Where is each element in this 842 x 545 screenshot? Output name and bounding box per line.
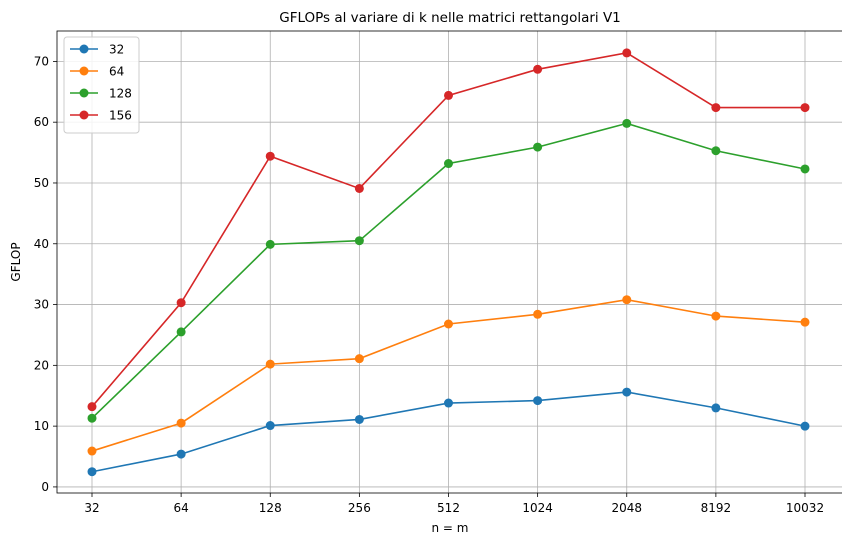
y-tick-label: 40	[34, 237, 49, 251]
data-point	[176, 298, 186, 308]
data-point	[354, 354, 364, 364]
data-point	[87, 413, 97, 423]
data-point	[800, 421, 810, 431]
data-point	[622, 118, 632, 128]
data-point	[176, 327, 186, 337]
data-point	[622, 387, 632, 397]
data-point	[800, 164, 810, 174]
x-tick-label: 512	[437, 501, 460, 515]
y-tick-label: 30	[34, 298, 49, 312]
data-point	[87, 467, 97, 477]
x-tick-label: 2048	[611, 501, 642, 515]
data-point	[711, 103, 721, 113]
series-156	[87, 48, 810, 412]
data-point	[265, 359, 275, 369]
data-point	[711, 146, 721, 156]
y-axis-label: GFLOP	[9, 242, 23, 281]
y-tick-label: 0	[41, 480, 49, 494]
x-tick-label: 64	[173, 501, 188, 515]
y-axis: 0 10 20 30 40 50 60 70	[34, 54, 57, 494]
chart-title: GFLOPs al variare di k nelle matrici ret…	[279, 10, 621, 26]
y-tick-label: 10	[34, 419, 49, 433]
data-point	[444, 398, 453, 408]
data-point	[354, 414, 364, 424]
x-tick-label: 128	[259, 501, 282, 515]
legend-label: 128	[109, 87, 132, 101]
y-tick-label: 60	[34, 115, 49, 129]
x-tick-label: 1024	[522, 501, 553, 515]
y-tick-label: 50	[34, 176, 49, 190]
legend-marker	[79, 44, 89, 54]
data-point	[265, 239, 275, 249]
data-point	[176, 418, 186, 428]
data-point	[800, 103, 810, 113]
data-point	[176, 449, 186, 459]
series-group	[87, 48, 810, 477]
series-64	[87, 295, 810, 456]
y-tick-label: 70	[34, 54, 49, 68]
data-point	[711, 311, 721, 321]
data-point	[533, 396, 543, 406]
data-point	[533, 309, 543, 319]
data-point	[87, 402, 97, 412]
data-point	[87, 446, 97, 456]
legend-marker	[79, 88, 89, 98]
series-128	[87, 118, 810, 423]
y-tick-label: 20	[34, 358, 49, 372]
data-point	[533, 142, 543, 152]
legend-label: 32	[109, 43, 124, 57]
data-point	[444, 319, 453, 329]
x-axis: 32 64 128 256 512 1024 2048 8192 10032	[84, 493, 824, 515]
series-32	[87, 387, 810, 477]
data-point	[711, 403, 721, 413]
data-point	[444, 90, 453, 100]
x-axis-label: n = m	[432, 521, 469, 535]
x-tick-label: 32	[84, 501, 99, 515]
data-point	[265, 421, 275, 431]
x-tick-label: 256	[348, 501, 371, 515]
data-point	[622, 295, 632, 305]
x-tick-label: 10032	[786, 501, 824, 515]
data-point	[800, 317, 810, 327]
legend-marker	[79, 110, 89, 120]
data-point	[265, 151, 275, 161]
data-point	[533, 64, 543, 74]
legend-label: 156	[109, 109, 132, 123]
data-point	[354, 236, 364, 246]
legend: 32 64 128 156	[63, 36, 140, 134]
data-point	[354, 183, 364, 193]
legend-label: 64	[109, 65, 124, 79]
grid	[57, 31, 842, 493]
data-point	[444, 159, 453, 169]
x-tick-label: 8192	[701, 501, 732, 515]
plot-frame	[56, 30, 842, 494]
legend-marker	[79, 66, 89, 76]
data-point	[622, 48, 632, 58]
legend-box	[63, 36, 140, 134]
